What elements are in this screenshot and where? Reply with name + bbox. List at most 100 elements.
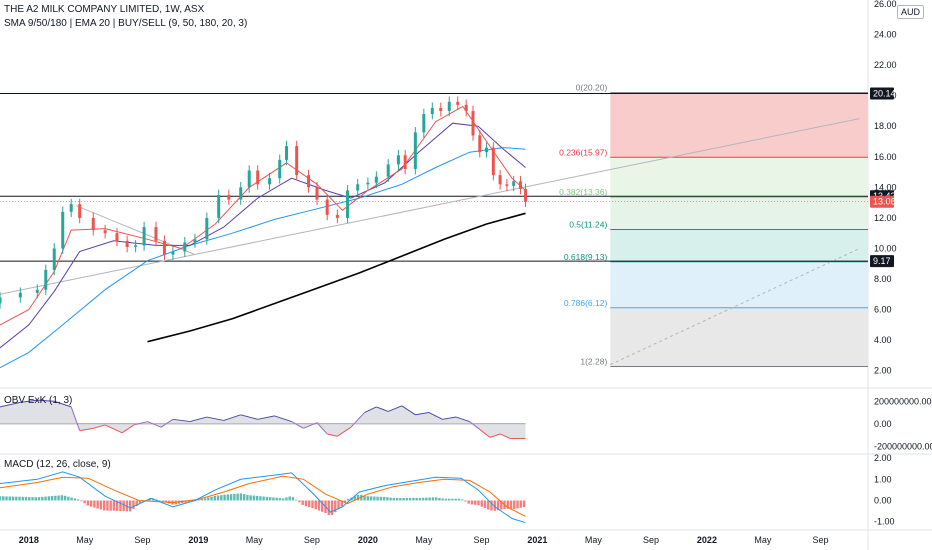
macd-axis-label: -1.00 — [874, 517, 895, 527]
macd-histogram-bar — [138, 500, 142, 504]
macd-histogram-bar — [255, 495, 259, 501]
candle-body — [217, 195, 221, 218]
currency-badge[interactable]: AUD — [896, 5, 924, 19]
macd-histogram-bar — [132, 500, 135, 509]
obv-axis-label: 0.00 — [874, 419, 892, 429]
candle-body — [103, 230, 107, 234]
macd-histogram-bar — [233, 493, 236, 501]
macd-histogram-bar — [0, 496, 2, 501]
obv-segment — [274, 415, 292, 423]
price-axis-label: 6.00 — [874, 305, 892, 315]
macd-histogram-bar — [278, 498, 282, 501]
time-axis-label: Sep — [134, 535, 150, 545]
macd-histogram-bar — [438, 497, 441, 501]
macd-histogram-bar — [83, 500, 86, 504]
candle-body — [403, 155, 407, 170]
macd-histogram-bar — [8, 496, 11, 501]
fib-zone-0.618 — [610, 261, 868, 308]
macd-histogram-bar — [464, 500, 467, 502]
macd-histogram-bar — [268, 497, 272, 501]
price-axis-label: 2.00 — [874, 366, 892, 376]
candle-body — [193, 239, 197, 243]
macd-histogram-bar — [451, 498, 454, 501]
macd-histogram-bar — [415, 498, 418, 501]
macd-line — [0, 471, 526, 524]
macd-histogram-bar — [431, 497, 435, 501]
macd-histogram-bar — [405, 498, 409, 501]
macd-histogram-bar — [242, 494, 246, 501]
time-axis-label: May — [246, 535, 264, 545]
macd-histogram-bar — [487, 500, 490, 510]
macd-histogram-bar — [89, 500, 93, 507]
macd-histogram-bar — [229, 494, 233, 501]
macd-histogram-bar — [330, 500, 334, 516]
macd-histogram-bar — [441, 498, 444, 501]
obv-segment — [104, 424, 123, 434]
macd-histogram-bar — [216, 495, 220, 501]
price-axis-label: 24.00 — [874, 30, 897, 40]
time-axis-label: 2021 — [527, 535, 547, 545]
candle-body — [91, 217, 95, 231]
macd-histogram-bar — [31, 497, 34, 501]
macd-histogram-bar — [369, 496, 373, 501]
macd-histogram-bar — [246, 494, 249, 501]
candle-body — [498, 175, 502, 185]
macd-histogram-bar — [80, 500, 83, 502]
obv-segment — [376, 406, 389, 412]
macd-histogram-bar — [334, 500, 337, 513]
macd-histogram-bar — [418, 497, 422, 501]
time-axis-label: May — [585, 535, 603, 545]
macd-histogram-bar — [461, 499, 464, 501]
price-badge-bg — [870, 255, 894, 268]
macd-histogram-bar — [447, 498, 451, 501]
macd-title[interactable]: MACD (12, 26, close, 9) — [4, 459, 111, 470]
macd-histogram-bar — [513, 500, 516, 510]
candle-body — [142, 227, 146, 246]
obv-segment — [79, 427, 94, 432]
candle-body — [295, 146, 299, 176]
macd-histogram-bar — [259, 496, 262, 501]
obv-segment — [0, 401, 21, 408]
time-axis-label: Sep — [643, 535, 659, 545]
macd-histogram-bar — [317, 500, 321, 511]
macd-axis-label: 0.00 — [874, 495, 892, 505]
obv-segment — [337, 426, 352, 437]
obv-title[interactable]: OBV ExK (1, 3) — [4, 395, 73, 406]
macd-histogram-bar — [24, 496, 28, 501]
macd-histogram-bar — [444, 498, 448, 501]
candle-body — [485, 147, 489, 153]
time-axis-label: 2019 — [188, 535, 208, 545]
fib-label-0.786: 0.786(6.12) — [564, 298, 608, 308]
candle-body — [162, 240, 166, 255]
candle-body — [374, 176, 378, 183]
obv-segment — [172, 418, 190, 423]
macd-histogram-bar — [434, 497, 438, 501]
macd-histogram-bar — [399, 498, 402, 501]
obv-segment — [442, 416, 457, 420]
price-axis-label: 14.00 — [874, 182, 897, 192]
sma50-line — [0, 147, 526, 369]
macd-histogram-bar — [220, 495, 223, 501]
macd-histogram-bar — [86, 500, 90, 506]
macd-axis-label: 1.00 — [874, 474, 892, 484]
candle-body — [171, 251, 175, 255]
candle-body — [335, 214, 339, 218]
fib-label-0.5: 0.5(11.24) — [569, 220, 607, 230]
obv-segment — [160, 418, 174, 428]
price-axis-label: 22.00 — [874, 60, 897, 70]
candle-body — [227, 195, 231, 200]
macd-histogram-bar — [392, 498, 396, 501]
indicators-legend[interactable]: SMA 9/50/180 | EMA 20 | BUY/SELL (9, 50,… — [4, 18, 248, 29]
candle-body — [386, 164, 390, 177]
macd-histogram-bar — [311, 500, 314, 509]
macd-histogram-bar — [509, 500, 513, 510]
obv-segment — [401, 405, 416, 416]
macd-histogram-bar — [249, 495, 252, 501]
obv-segment — [37, 399, 55, 402]
candle-body — [183, 242, 187, 252]
macd-histogram-bar — [516, 500, 519, 509]
candle-body — [464, 104, 468, 111]
candle-body — [315, 187, 319, 200]
macd-signal-line — [0, 475, 526, 517]
